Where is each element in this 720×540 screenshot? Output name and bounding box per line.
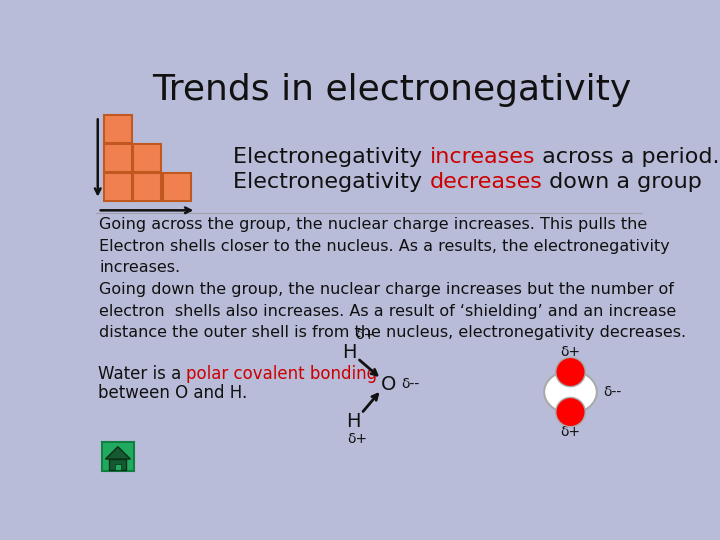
Text: between O and H.: between O and H.: [98, 384, 247, 402]
Text: across a period.: across a period.: [535, 147, 719, 167]
Text: Electronegativity: Electronegativity: [233, 147, 430, 167]
Text: δ--: δ--: [401, 377, 419, 392]
Bar: [104, 144, 132, 172]
Bar: [163, 173, 191, 201]
Text: Electronegativity: Electronegativity: [233, 172, 430, 192]
Bar: [102, 442, 134, 471]
Text: Going down the group, the nuclear charge increases but the number of
electron  s: Going down the group, the nuclear charge…: [99, 282, 686, 340]
Bar: [104, 115, 132, 143]
Text: increases: increases: [430, 147, 535, 167]
Text: δ--: δ--: [603, 385, 621, 399]
Bar: [133, 173, 161, 201]
Text: O: O: [381, 375, 396, 394]
Bar: [109, 459, 127, 470]
Bar: [133, 144, 161, 172]
Text: Water is a: Water is a: [98, 365, 186, 383]
Text: decreases: decreases: [430, 172, 542, 192]
Text: δ+: δ+: [355, 328, 375, 342]
Text: δ+: δ+: [560, 425, 580, 439]
Text: polar covalent bonding: polar covalent bonding: [186, 365, 377, 383]
Bar: [104, 173, 132, 201]
Ellipse shape: [544, 371, 597, 413]
Text: Trends in electronegativity: Trends in electronegativity: [153, 73, 632, 107]
Text: δ+: δ+: [560, 345, 580, 359]
Text: H: H: [346, 412, 361, 431]
Polygon shape: [106, 447, 130, 459]
Bar: [114, 464, 121, 470]
Text: H: H: [343, 342, 357, 361]
Text: Going across the group, the nuclear charge increases. This pulls the
Electron sh: Going across the group, the nuclear char…: [99, 217, 670, 275]
Text: down a group: down a group: [542, 172, 702, 192]
Text: δ+: δ+: [347, 432, 367, 446]
Circle shape: [556, 397, 585, 427]
Circle shape: [556, 357, 585, 387]
